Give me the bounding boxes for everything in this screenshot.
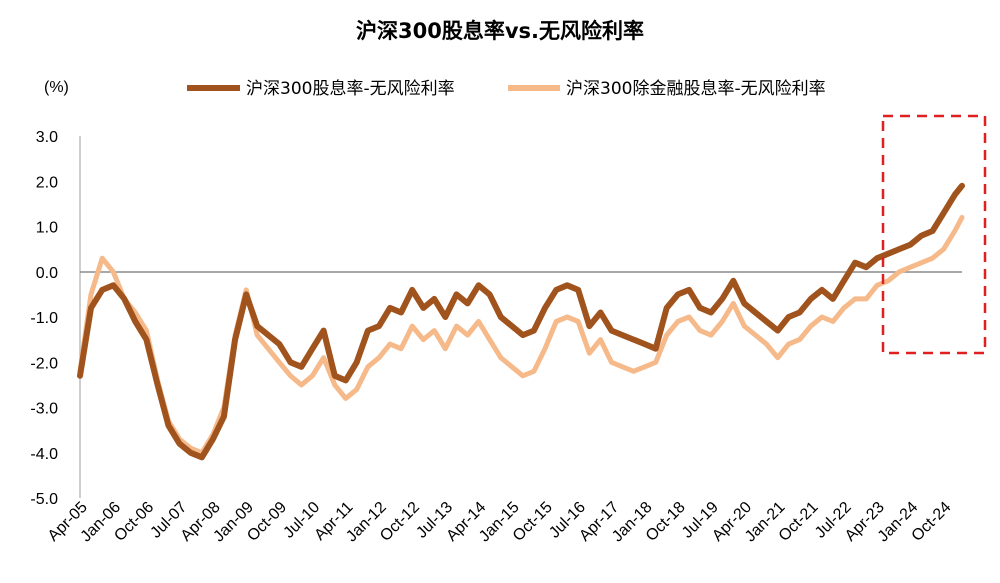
y-tick-label: -4.0 xyxy=(30,446,58,463)
series-line-0 xyxy=(77,182,965,461)
x-axis: Apr-05Jan-06Oct-06Jul-07Apr-08Jan-09Oct-… xyxy=(45,499,955,546)
series-layer xyxy=(77,182,965,461)
y-axis: 3.0 2.0 1.0 0.0 -1.0 -2.0 -3.0 -4.0 -5.0 xyxy=(30,129,58,508)
y-tick-label: 0.0 xyxy=(36,265,58,282)
legend-label-1: 沪深300除金融股息率-无风险利率 xyxy=(566,79,826,99)
y-tick-label: -3.0 xyxy=(30,401,58,418)
y-tick-label: -2.0 xyxy=(30,355,58,372)
chart-title: 沪深300股息率vs.无风险利率 xyxy=(356,19,644,43)
y-unit-label: (%) xyxy=(44,79,69,96)
highlight-box xyxy=(881,114,987,355)
y-tick-label: -1.0 xyxy=(30,310,58,327)
y-tick-label: 2.0 xyxy=(36,174,58,191)
y-tick-label: -5.0 xyxy=(30,491,58,508)
legend: 沪深300股息率-无风险利率 沪深300除金融股息率-无风险利率 xyxy=(187,79,826,99)
y-tick-label: 1.0 xyxy=(36,220,58,237)
y-tick-label: 3.0 xyxy=(36,129,58,146)
legend-label-0: 沪深300股息率-无风险利率 xyxy=(246,79,455,99)
